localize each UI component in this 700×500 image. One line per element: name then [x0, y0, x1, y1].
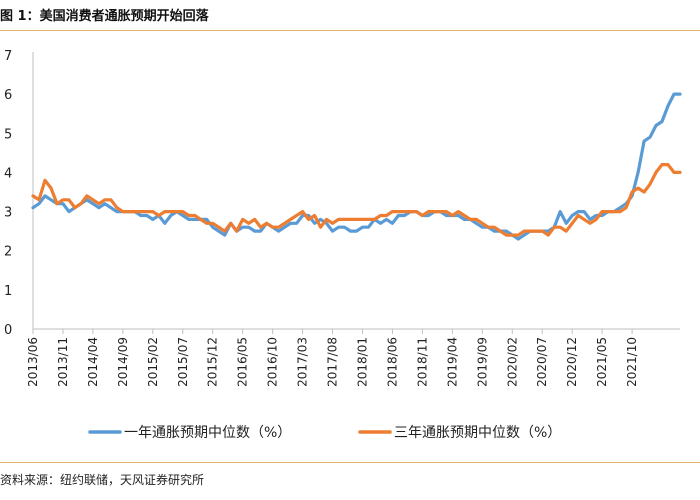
- source-note: 资料来源：纽约联储，天风证券研究所: [0, 473, 205, 487]
- x-tick-label: 2015/07: [176, 337, 190, 387]
- y-tick-label: 0: [4, 323, 12, 338]
- y-tick-label: 7: [4, 49, 12, 64]
- x-tick-label: 2016/05: [236, 337, 250, 387]
- x-tick-label: 2013/06: [26, 337, 40, 387]
- line-chart: 0 1 2 3 4 5 6 7 2013/06 2013/11 2014/04 2014/09 2015…: [4, 49, 682, 441]
- y-tick-label: 4: [4, 166, 12, 181]
- x-tick-label: 2018/11: [415, 337, 429, 387]
- legend-label-1: 一年通胀预期中位数（%）: [124, 425, 291, 441]
- title-bar: 图 1：美国消费者通胀预期开始回落: [0, 0, 700, 30]
- x-tick-label: 2015/12: [206, 337, 220, 387]
- x-tick-label: 2013/11: [56, 337, 70, 387]
- x-tick-label: 2018/06: [385, 337, 399, 387]
- x-tick-label: 2020/02: [505, 337, 519, 387]
- x-tick-label: 2015/02: [146, 337, 160, 387]
- x-tick-label: 2014/09: [116, 337, 130, 387]
- series-line-1: [31, 92, 682, 241]
- x-tick-label: 2021/05: [595, 337, 609, 387]
- y-tick-label: 2: [4, 245, 12, 260]
- legend-label-2: 三年通胀预期中位数（%）: [394, 425, 561, 441]
- y-tick-label: 3: [4, 206, 12, 221]
- x-tick-label: 2016/10: [266, 337, 280, 387]
- series-line-2: [31, 163, 682, 237]
- chart-title: 图 1：美国消费者通胀预期开始回落: [0, 9, 209, 24]
- y-tick-label: 6: [4, 88, 12, 103]
- x-tick-label: 2019/04: [445, 337, 459, 387]
- bottom-divider: [0, 462, 700, 463]
- y-tick-label: 5: [4, 127, 12, 142]
- x-tick-label: 2014/04: [86, 337, 100, 387]
- x-tick-label: 2019/09: [475, 337, 489, 387]
- x-tick-label: 2020/07: [535, 337, 549, 387]
- x-tick-label: 2017/03: [296, 337, 310, 387]
- x-tick-label: 2018/01: [355, 337, 369, 387]
- x-tick-label: 2021/10: [625, 337, 639, 387]
- x-tick-label: 2020/12: [565, 337, 579, 387]
- x-tick-label: 2017/08: [326, 337, 340, 387]
- top-divider: [0, 30, 700, 31]
- y-tick-label: 1: [4, 284, 12, 299]
